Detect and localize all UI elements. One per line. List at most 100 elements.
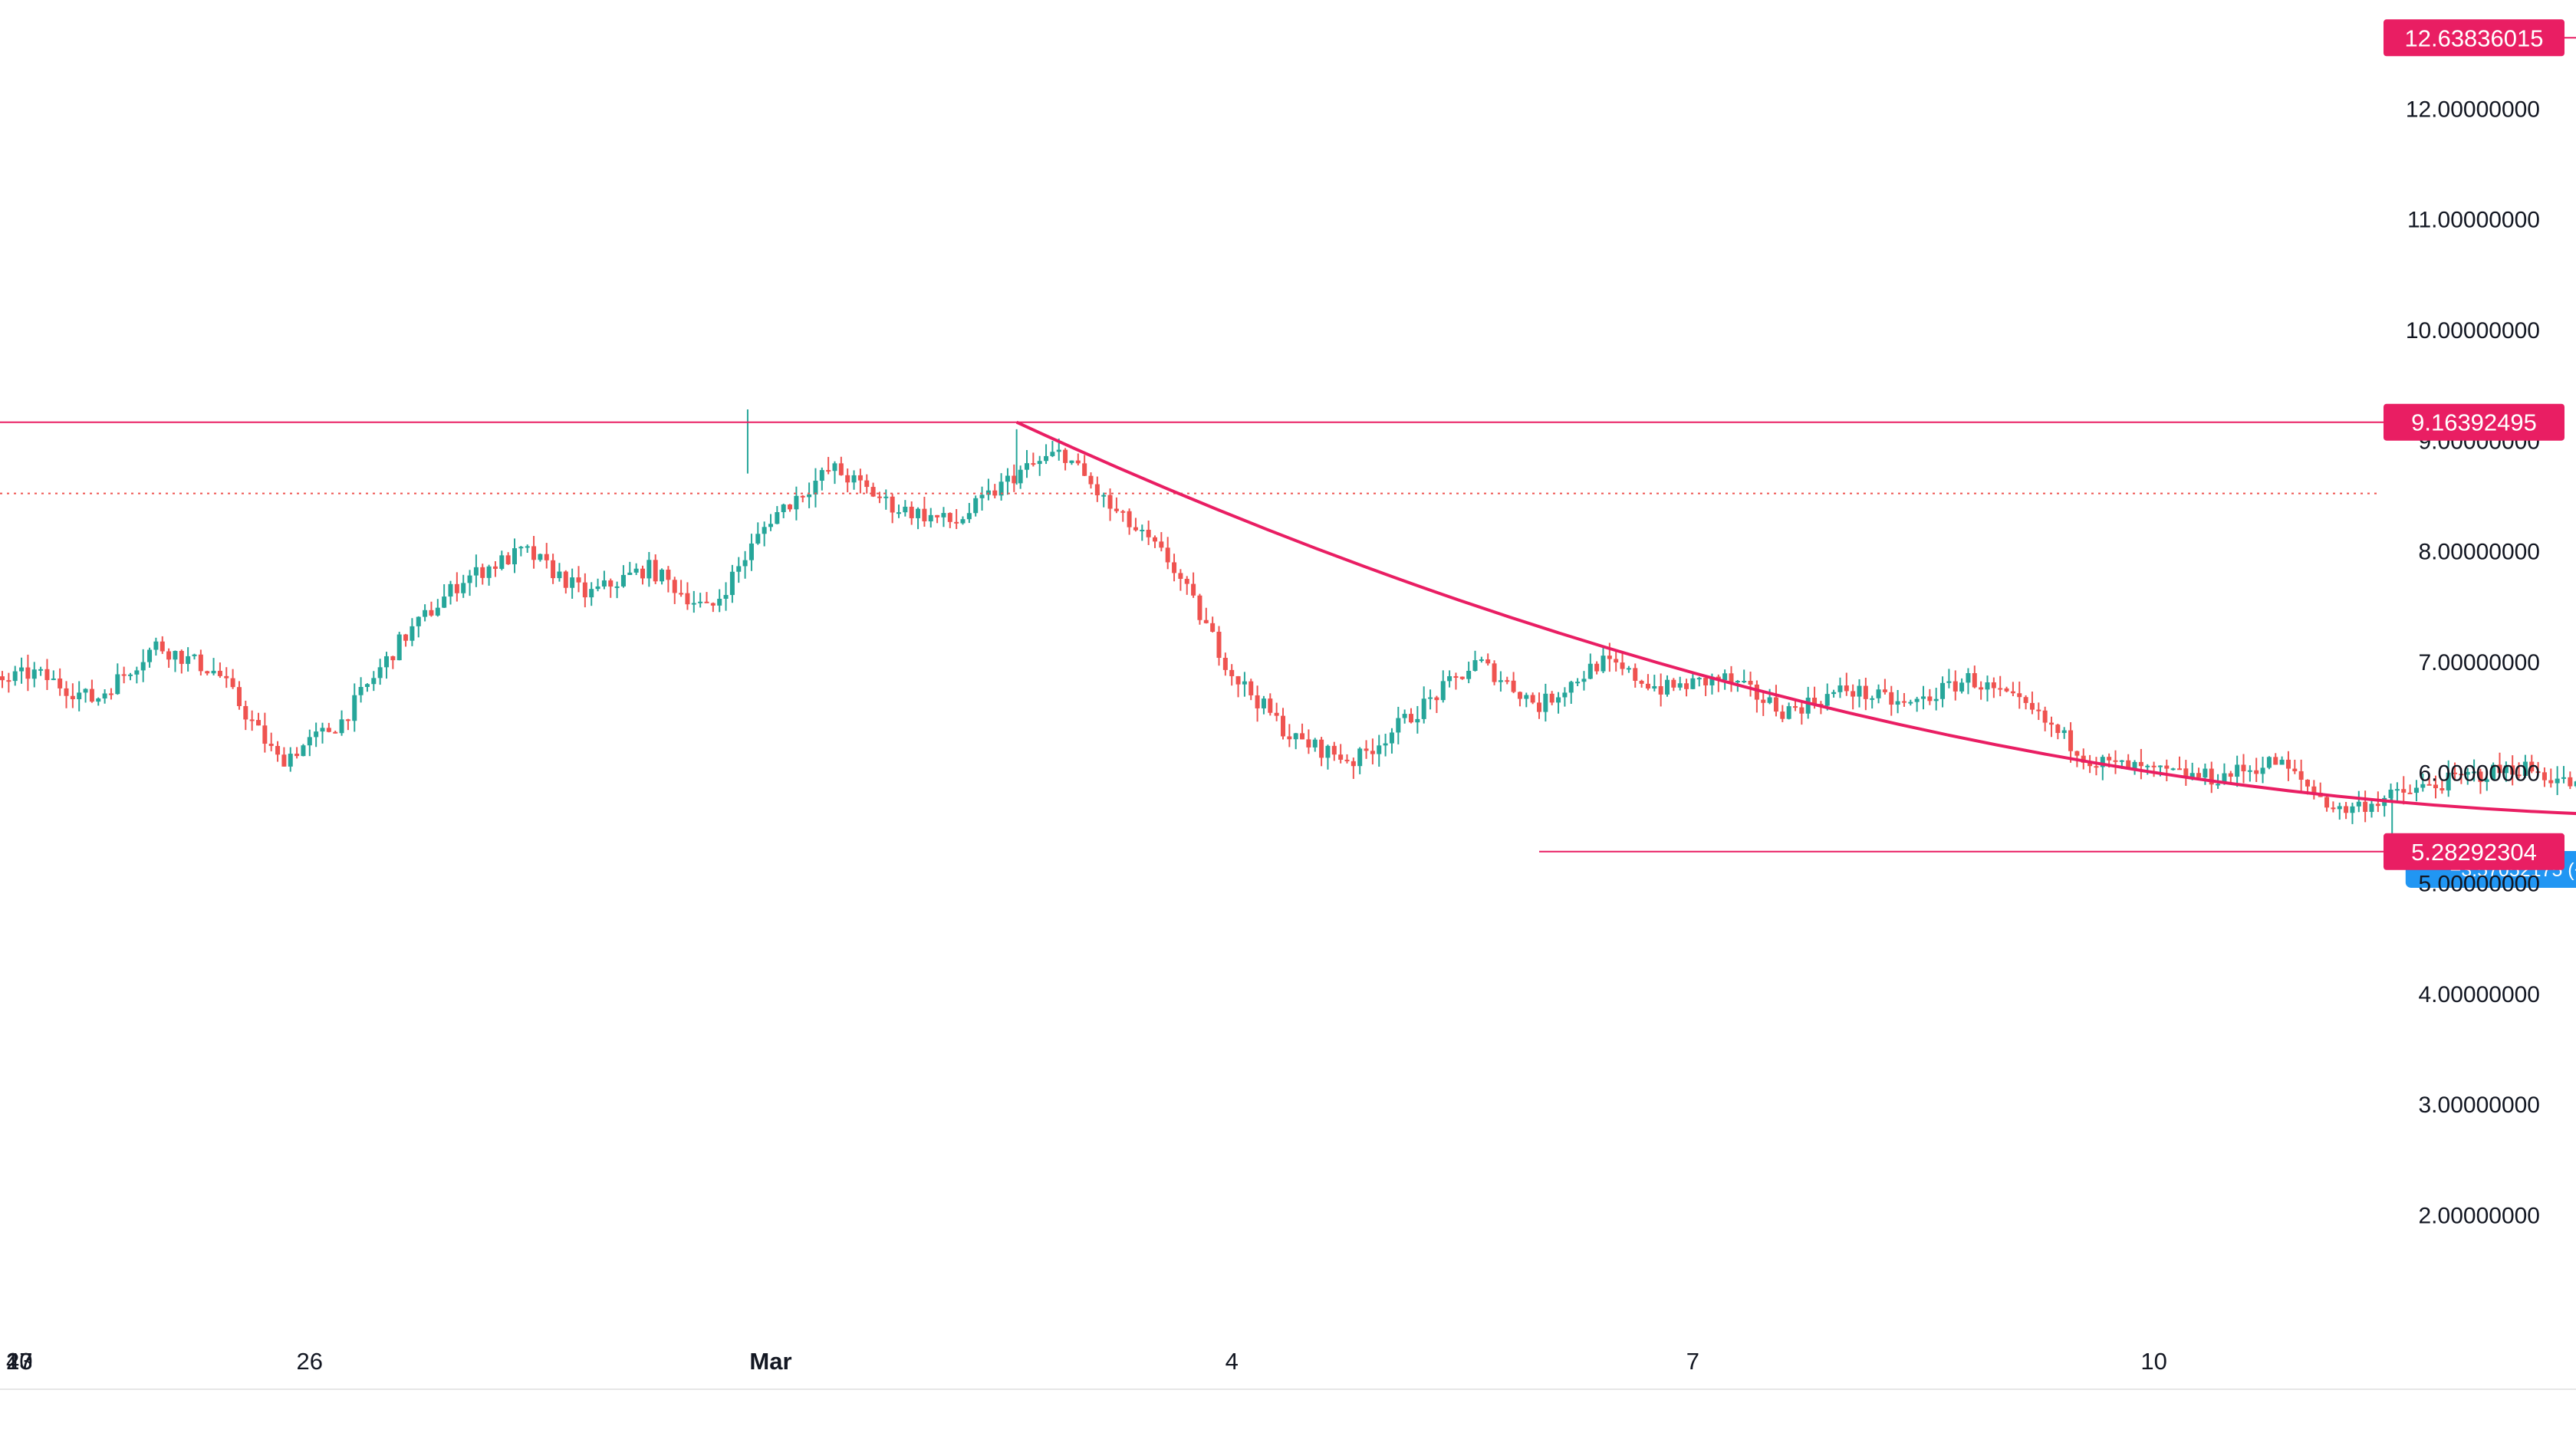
price-axis-label: 2.00000000 [2419, 1204, 2541, 1229]
candle-body [275, 745, 281, 755]
candle-body [909, 506, 914, 518]
candle-body [1735, 681, 1740, 683]
candle-body [742, 560, 748, 567]
candle-body [2260, 767, 2265, 774]
candle-body [1325, 745, 1331, 758]
candle-body [384, 656, 389, 668]
candle-body [1389, 732, 1394, 744]
candle-body [1754, 684, 1759, 700]
price-axis-label: 4.00000000 [2419, 982, 2541, 1007]
candle-body [2183, 768, 2189, 778]
candle-body [64, 688, 69, 696]
candle-body [1069, 460, 1074, 463]
candle-body [640, 568, 645, 579]
candle-body [2388, 789, 2393, 798]
candle-body [44, 669, 50, 681]
candle-body [102, 693, 107, 699]
price-axis-label: 12.00000000 [2406, 97, 2540, 122]
candle-body [339, 719, 344, 734]
candle-body [1440, 681, 1446, 701]
candle-body [25, 667, 31, 679]
candle-body [1287, 736, 1292, 740]
candle-body [442, 596, 447, 608]
candle-body [1857, 685, 1862, 697]
candle-body [582, 582, 587, 598]
candle-body [723, 595, 729, 600]
price-axis-label: 8.00000000 [2419, 540, 2541, 565]
candle-body [819, 470, 824, 481]
candle-body [480, 567, 485, 578]
candle-body [903, 506, 908, 513]
candle-body [2497, 764, 2502, 774]
candle-body [2126, 760, 2131, 770]
candle-body [2394, 789, 2400, 791]
candle-body [922, 508, 927, 521]
candle-body [1459, 676, 1465, 679]
time-axis-label: Mar [749, 1348, 791, 1375]
candle-body [512, 548, 517, 565]
candle-body [1799, 707, 1805, 714]
candle-body [1428, 697, 1433, 699]
candle-body [1742, 681, 1747, 683]
candle-body [2337, 806, 2342, 810]
candle-body [2196, 773, 2202, 778]
candle-body [1261, 698, 1266, 708]
candle-body [1472, 660, 1478, 671]
candle-body [1197, 595, 1202, 620]
candle-body [2164, 765, 2170, 769]
candle-body [294, 754, 300, 757]
price-level-label: 12.63836015 [2404, 25, 2543, 51]
candle-body [1140, 529, 1145, 531]
candle-body [916, 508, 921, 518]
candle-body [1645, 683, 1650, 689]
candle-body [2138, 761, 2143, 767]
candle-body [2061, 730, 2067, 734]
candle-body [660, 570, 665, 582]
candle-body [1127, 511, 1132, 527]
candle-body [1517, 692, 1522, 699]
candle-body [1633, 668, 1638, 681]
cup-arc[interactable] [1015, 420, 2576, 817]
price-level-badges: 12.63836015 9.16392495 5.28292304 [2384, 19, 2564, 870]
candle-body [492, 566, 498, 569]
candle-body [173, 651, 178, 660]
candle-body [2561, 777, 2566, 779]
candle-body [653, 560, 658, 582]
candle-body [448, 583, 453, 597]
candle-body [1793, 706, 1798, 708]
candle-body [2113, 760, 2118, 762]
candle-body [140, 662, 146, 671]
time-axis-label: 4 [6, 1348, 19, 1375]
candle-body [627, 572, 633, 575]
candle-body [633, 568, 639, 573]
candle-body [691, 603, 696, 605]
candle-body [243, 705, 248, 720]
candle-body [1824, 694, 1830, 706]
time-axis-label: 7 [1686, 1348, 1699, 1375]
candle-body [2350, 806, 2355, 813]
time-axis-label: 17 [6, 1348, 32, 1375]
candle-body [2081, 755, 2086, 763]
time-axis[interactable]: 417202326Mar4710131619222528Apr [0, 1348, 2576, 1390]
candle-body [1870, 698, 1875, 700]
candle-body [2017, 693, 2022, 698]
candle-body [2209, 768, 2214, 785]
candle-body [352, 695, 357, 721]
candle-body [813, 481, 818, 495]
candle-body [1587, 663, 1593, 679]
candle-body [666, 570, 671, 580]
candle-body [1056, 449, 1061, 452]
candle-body [768, 524, 773, 527]
candle-body [2222, 773, 2227, 784]
candle-body [710, 603, 716, 606]
candle-body [851, 475, 857, 483]
candle-body [1018, 469, 1023, 484]
price-axis[interactable]: 2.00000000 3.00000000 4.00000000 5.00000000… [2406, 97, 2540, 1228]
candle-body [364, 684, 370, 688]
candle-body [192, 654, 197, 656]
price-level-label: 5.28292304 [2411, 839, 2537, 866]
candle-body [1165, 547, 1170, 563]
candle-body [736, 566, 742, 572]
candle-body [800, 495, 805, 498]
